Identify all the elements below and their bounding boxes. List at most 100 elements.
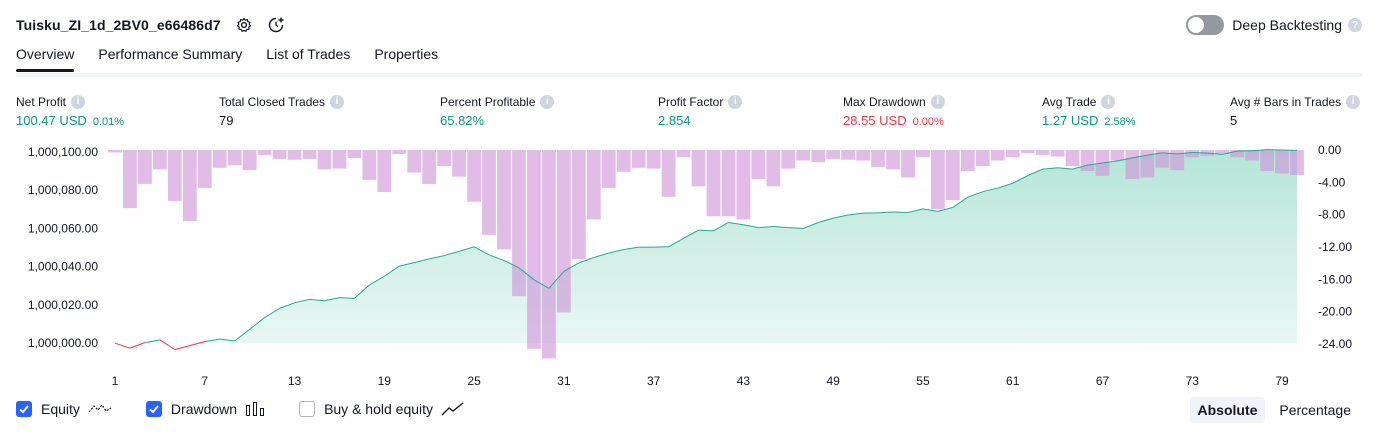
drawdown-bar <box>946 150 960 200</box>
info-icon[interactable]: i <box>540 95 554 109</box>
y-axis-right-tick-label: -12.00 <box>1318 240 1352 254</box>
drawdown-bar <box>737 150 751 219</box>
info-icon[interactable]: i <box>931 95 945 109</box>
tab-list-of-trades[interactable]: List of Trades <box>266 46 350 71</box>
metric-sub-value: 2.58% <box>1104 116 1135 128</box>
x-axis-tick-label: 19 <box>378 374 392 388</box>
tab-performance-summary[interactable]: Performance Summary <box>98 46 242 71</box>
metric-avg-trade: Avg Trade i 1.27 USD 2.58% <box>1042 94 1136 128</box>
drawdown-bar <box>572 150 586 259</box>
legend-label: Drawdown <box>171 401 237 417</box>
tabs-divider <box>16 73 1362 77</box>
checkbox-drawdown[interactable] <box>146 401 162 417</box>
drawdown-bar <box>722 150 736 216</box>
drawdown-bar <box>108 150 122 152</box>
drawdown-bar <box>1021 150 1035 153</box>
x-axis-tick-label: 49 <box>826 374 840 388</box>
drawdown-bar <box>856 150 870 161</box>
strategy-title: Tuisku_ZI_1d_2BV0_e66486d7 <box>16 17 221 33</box>
metric-value: 2.854 <box>658 113 691 128</box>
drawdown-bar <box>751 150 765 179</box>
drawdown-bar <box>1066 150 1080 166</box>
info-icon[interactable]: i <box>728 95 742 109</box>
y-axis-right-tick-label: -24.00 <box>1318 337 1352 351</box>
metric-sub-value: 0.01% <box>93 116 124 128</box>
drawdown-bar <box>811 150 825 162</box>
deep-backtesting-label: Deep Backtesting <box>1232 17 1342 33</box>
legend-equity[interactable]: Equity <box>16 401 112 417</box>
drawdown-bar <box>1081 150 1095 171</box>
metric-net-profit: Net Profit i 100.47 USD 0.01% <box>16 94 124 128</box>
drawdown-bar <box>333 150 347 169</box>
mode-absolute[interactable]: Absolute <box>1190 397 1266 423</box>
scale-mode-switch: Absolute Percentage <box>1184 397 1360 423</box>
drawdown-bar <box>542 150 556 358</box>
drawdown-bar <box>1245 150 1259 161</box>
legend-buy-hold-equity[interactable]: Buy & hold equity <box>299 401 465 417</box>
x-axis-tick-label: 55 <box>916 374 930 388</box>
drawdown-bar <box>273 150 287 159</box>
mode-percentage[interactable]: Percentage <box>1271 397 1359 423</box>
deep-backtesting-toggle[interactable] <box>1186 15 1224 35</box>
report-tabs: Overview Performance Summary List of Tra… <box>16 46 462 71</box>
tab-properties[interactable]: Properties <box>374 46 438 71</box>
y-axis-right-tick-label: -8.00 <box>1318 208 1346 222</box>
drawdown-bar <box>392 150 406 154</box>
equity-line-segment <box>1192 152 1207 153</box>
drawdown-bar <box>886 150 900 169</box>
tab-overview[interactable]: Overview <box>16 46 74 71</box>
metric-percent-profitable: Percent Profitable i 65.82% <box>440 94 554 128</box>
metric-label: Total Closed Trades <box>219 95 325 109</box>
drawdown-bar <box>377 150 391 192</box>
drawdown-bar <box>647 150 661 169</box>
x-axis-tick-label: 43 <box>737 374 751 388</box>
info-icon[interactable]: i <box>1346 95 1360 109</box>
equity-line-segment <box>160 340 175 350</box>
y-axis-right-tick-label: 0.00 <box>1318 143 1342 157</box>
drawdown-bar <box>422 150 436 184</box>
metric-value: 28.55 USD <box>843 113 907 128</box>
y-axis-left-tick-label: 1,000,100.00 <box>28 145 98 159</box>
drawdown-bar <box>452 150 466 177</box>
drawdown-bar <box>781 150 795 169</box>
drawdown-bar <box>841 150 855 160</box>
metric-label: Profit Factor <box>658 95 723 109</box>
equity-drawdown-chart[interactable]: 1,000,100.00 1,000,080.00 1,000,060.00 1,00… <box>0 140 1379 390</box>
toggle-knob <box>1188 17 1204 33</box>
equity-line-segment <box>190 342 205 346</box>
add-alert-clock-icon[interactable] <box>267 16 285 34</box>
checkbox-equity[interactable] <box>16 401 32 417</box>
drawdown-bar <box>826 150 840 159</box>
settings-gear-icon[interactable] <box>235 16 253 34</box>
metric-profit-factor: Profit Factor i 2.854 <box>658 94 742 128</box>
metric-label: Avg # Bars in Trades <box>1230 95 1341 109</box>
help-icon[interactable]: ? <box>1348 18 1362 32</box>
y-axis-left-tick-label: 1,000,000.00 <box>28 336 98 350</box>
legend-label: Equity <box>41 401 80 417</box>
trend-line-icon <box>441 401 465 417</box>
legend-drawdown[interactable]: Drawdown <box>146 401 265 417</box>
y-axis-left-tick-label: 1,000,060.00 <box>28 221 98 235</box>
drawdown-bar <box>512 150 526 296</box>
drawdown-bar <box>527 150 541 349</box>
strategy-header: Tuisku_ZI_1d_2BV0_e66486d7 <box>16 14 285 36</box>
metric-label: Percent Profitable <box>440 95 535 109</box>
info-icon[interactable]: i <box>1101 95 1115 109</box>
checkbox-buy-hold[interactable] <box>299 401 315 417</box>
x-axis-tick-label: 7 <box>201 374 208 388</box>
metric-value: 65.82% <box>440 113 484 128</box>
metric-sub-value: 0.00% <box>913 116 944 128</box>
y-axis-right-tick-label: -16.00 <box>1318 272 1352 286</box>
drawdown-bar <box>916 150 930 157</box>
info-icon[interactable]: i <box>71 95 85 109</box>
metric-avg-bars-in-trades: Avg # Bars in Trades i 5 <box>1230 94 1360 128</box>
drawdown-bar <box>961 150 975 171</box>
x-axis-tick-label: 61 <box>1006 374 1020 388</box>
info-icon[interactable]: i <box>330 95 344 109</box>
x-axis-tick-label: 31 <box>557 374 571 388</box>
metric-total-closed-trades: Total Closed Trades i 79 <box>219 94 344 128</box>
drawdown-bars-icon <box>245 401 265 417</box>
drawdown-bar <box>766 150 780 186</box>
drawdown-bar <box>1260 150 1274 171</box>
drawdown-bar <box>976 150 990 166</box>
